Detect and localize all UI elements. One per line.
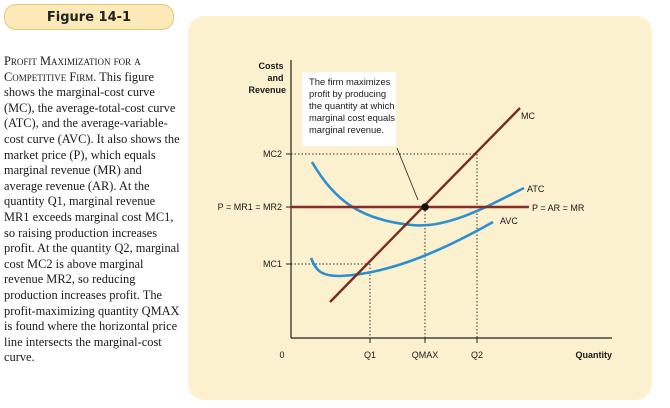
caption-body: This figure shows the marginal-cost curv… bbox=[4, 69, 180, 365]
y-axis-title-line-3: Revenue bbox=[248, 85, 286, 95]
annotation-line-5: marginal revenue. bbox=[309, 124, 384, 135]
avc-curve-label: AVC bbox=[500, 216, 518, 226]
mc1-label: MC1 bbox=[263, 259, 282, 269]
annotation-text: The firm maximizes profit by producing t… bbox=[309, 76, 398, 135]
mc2-label: MC2 bbox=[263, 149, 282, 159]
figure-label: Figure 14-1 bbox=[4, 4, 174, 30]
figure-caption: Profit Maximization for a Competitive Fi… bbox=[4, 54, 182, 366]
atc-curve-label: ATC bbox=[527, 184, 545, 194]
annotation-box bbox=[302, 72, 396, 146]
profit-max-point bbox=[421, 203, 429, 211]
atc-curve bbox=[310, 161, 525, 227]
annotation-line-1: The firm maximizes bbox=[309, 76, 391, 87]
annotation-line-4: marginal cost equals bbox=[309, 112, 395, 123]
qmax-label: QMAX bbox=[412, 350, 439, 360]
annotation-pointer bbox=[396, 147, 419, 201]
annotation-line-2: profit by producing bbox=[309, 88, 386, 99]
price-line-label: P = AR = MR bbox=[532, 203, 585, 213]
y-axis-title-line-2: and bbox=[267, 73, 283, 83]
y-axis-title-line-1: Costs bbox=[258, 61, 283, 71]
guide-lines bbox=[291, 153, 478, 338]
mc-curve-label: MC bbox=[521, 111, 535, 121]
annotation-line-3: the quantity at which bbox=[309, 100, 394, 111]
q2-label: Q2 bbox=[471, 350, 483, 360]
caption-title: Profit Maximization for a Competitive Fi… bbox=[4, 54, 141, 84]
axes bbox=[290, 60, 612, 339]
q1-label: Q1 bbox=[364, 350, 376, 360]
origin-label: 0 bbox=[279, 350, 284, 360]
price-label: P = MR1 = MR2 bbox=[218, 202, 282, 212]
x-axis-title: Quantity bbox=[575, 350, 612, 360]
ticks bbox=[286, 153, 478, 343]
y-axis-title: Costs and Revenue bbox=[248, 61, 286, 95]
